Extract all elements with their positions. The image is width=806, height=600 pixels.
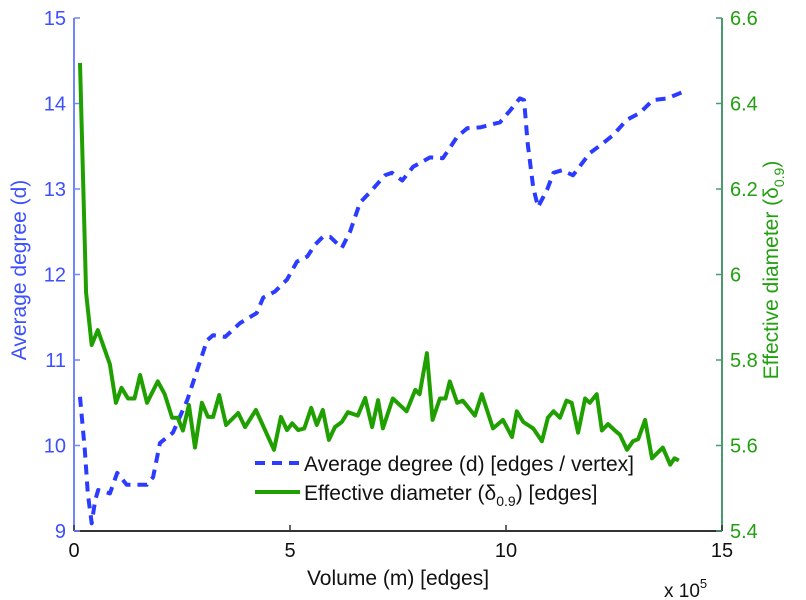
y-right-tick-label: 6.4 xyxy=(730,94,758,116)
y-right-tick-label: 6 xyxy=(730,265,741,287)
y-right-tick-label: 6.6 xyxy=(730,8,758,30)
x-tick-label: 0 xyxy=(68,540,79,562)
y-right-tick-label: 5.4 xyxy=(730,521,758,543)
series-line-effective-diameter xyxy=(78,62,680,467)
axes xyxy=(73,17,723,532)
legend-label-average-degree: Average degree (d) [edges / vertex] xyxy=(304,453,634,476)
series-layer xyxy=(78,62,683,526)
x-tick-label: 5 xyxy=(284,540,295,562)
y-left-tick-label: 12 xyxy=(44,265,66,287)
y-axis-left-label: Average degree (d) xyxy=(8,180,31,361)
y-left-tick-label: 14 xyxy=(44,94,66,116)
legend-label-effective-diameter: Effective diameter (δ0.9) [edges] xyxy=(304,482,597,509)
y-left-tick-label: 13 xyxy=(44,179,66,201)
y-left-tick-label: 15 xyxy=(44,8,66,30)
y-left-tick-label: 11 xyxy=(45,350,66,372)
x-tick-label: 15 xyxy=(711,540,733,562)
y-left-tick-label: 10 xyxy=(44,436,66,458)
x-axis-label: Volume (m) [edges] xyxy=(307,567,489,590)
x-tick-label: 10 xyxy=(495,540,517,562)
legend: Average degree (d) [edges / vertex] Effe… xyxy=(255,453,634,509)
series-line-average-degree xyxy=(78,90,683,526)
y-right-tick-label: 5.6 xyxy=(730,436,758,458)
y-right-tick-label: 5.8 xyxy=(730,350,758,372)
y-right-tick-label: 6.2 xyxy=(730,179,758,201)
y-axis-right-label: Effective diameter (δ0.9) xyxy=(760,161,787,380)
x-multiplier: x 105 xyxy=(664,576,707,600)
y-left-tick-label: 9 xyxy=(55,521,66,543)
